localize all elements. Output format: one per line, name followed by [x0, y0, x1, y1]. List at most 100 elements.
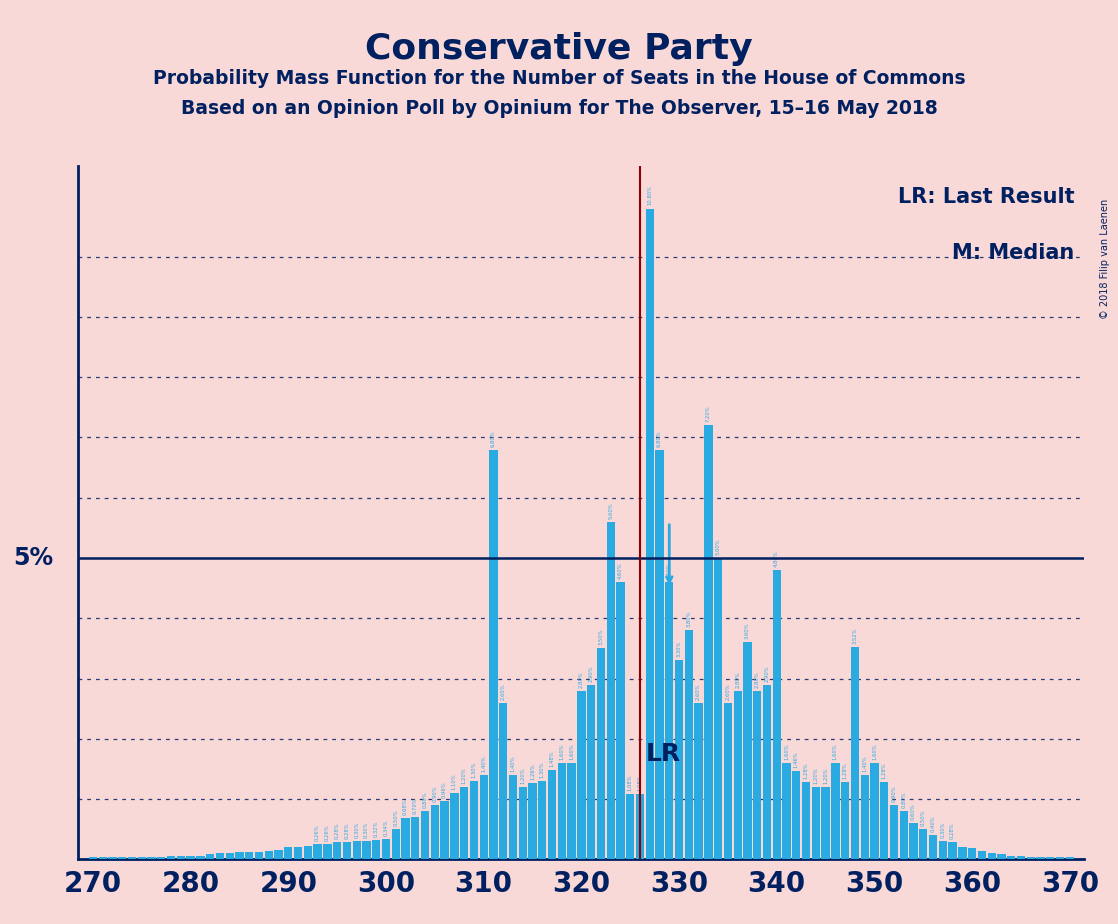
Bar	[597, 649, 605, 859]
Text: 1.20%: 1.20%	[823, 767, 828, 784]
Text: 1.60%: 1.60%	[833, 743, 837, 760]
Bar	[939, 841, 947, 859]
Bar	[265, 851, 273, 859]
Bar	[558, 763, 566, 859]
Bar	[274, 850, 283, 859]
Bar	[304, 846, 312, 859]
Text: 1.20%: 1.20%	[813, 767, 818, 784]
Bar	[1007, 856, 1015, 859]
Bar	[158, 857, 165, 859]
Text: 0.50%: 0.50%	[921, 809, 926, 826]
Text: 0.96%: 0.96%	[442, 782, 447, 798]
Bar	[793, 772, 800, 859]
Bar	[958, 847, 966, 859]
Text: 0.90%: 0.90%	[433, 785, 437, 802]
Bar	[675, 661, 683, 859]
Text: 3.50%: 3.50%	[598, 629, 604, 645]
Bar	[187, 856, 195, 859]
Text: 0.34%: 0.34%	[383, 820, 388, 836]
Text: 0.28%: 0.28%	[334, 822, 340, 839]
Text: 2.60%: 2.60%	[697, 683, 701, 699]
Bar	[851, 647, 859, 859]
Bar	[655, 450, 664, 859]
Text: 1.08%: 1.08%	[637, 774, 643, 791]
Text: 2.80%: 2.80%	[579, 671, 584, 687]
Bar	[538, 781, 547, 859]
Text: 1.40%: 1.40%	[481, 755, 486, 772]
Text: 2.90%: 2.90%	[589, 665, 594, 682]
Bar	[519, 787, 527, 859]
Bar	[177, 856, 184, 859]
Text: 1.26%: 1.26%	[530, 764, 536, 781]
Text: 0.60%: 0.60%	[911, 804, 916, 821]
Bar	[294, 847, 302, 859]
Text: Conservative Party: Conservative Party	[366, 32, 752, 67]
Text: 1.08%: 1.08%	[627, 774, 633, 791]
Bar	[235, 852, 244, 859]
Bar	[490, 450, 498, 859]
Bar	[1026, 857, 1035, 859]
Text: 10.80%: 10.80%	[647, 186, 652, 205]
Bar	[733, 690, 742, 859]
Text: LR: LR	[646, 742, 681, 766]
Bar	[616, 582, 625, 859]
Text: 1.60%: 1.60%	[872, 743, 877, 760]
Bar	[645, 209, 654, 859]
Text: 4.60%: 4.60%	[618, 563, 623, 579]
Bar	[987, 853, 996, 859]
Bar	[890, 805, 898, 859]
Text: 1.40%: 1.40%	[511, 755, 515, 772]
Text: 2.80%: 2.80%	[736, 671, 740, 687]
Bar	[216, 853, 224, 859]
Bar	[568, 763, 576, 859]
Text: 0.32%: 0.32%	[373, 821, 379, 837]
Bar	[352, 841, 361, 859]
Bar	[861, 775, 869, 859]
Bar	[831, 763, 840, 859]
Text: M: Median: M: Median	[953, 242, 1074, 262]
Text: 1.28%: 1.28%	[843, 762, 847, 779]
Bar	[704, 425, 712, 859]
Bar	[499, 702, 508, 859]
Bar	[900, 811, 908, 859]
Bar	[88, 857, 97, 859]
Bar	[822, 787, 830, 859]
Text: 1.28%: 1.28%	[804, 762, 808, 779]
Bar	[451, 793, 458, 859]
Bar	[802, 783, 811, 859]
Text: 2.60%: 2.60%	[726, 683, 730, 699]
Bar	[1016, 856, 1025, 859]
Bar	[743, 642, 751, 859]
Bar	[841, 783, 850, 859]
Bar	[626, 795, 634, 859]
Bar	[968, 848, 976, 859]
Text: 3.52%: 3.52%	[852, 627, 858, 644]
Bar	[470, 781, 479, 859]
Bar	[362, 841, 370, 859]
Bar	[440, 801, 448, 859]
Bar	[206, 855, 215, 859]
Bar	[1055, 857, 1064, 859]
Text: 0.70%: 0.70%	[413, 797, 418, 814]
Text: 4.60%: 4.60%	[666, 563, 672, 579]
Text: 2.80%: 2.80%	[755, 671, 760, 687]
Bar	[919, 829, 928, 859]
Text: 0.30%: 0.30%	[364, 821, 369, 838]
Bar	[127, 857, 136, 859]
Bar	[870, 763, 879, 859]
Bar	[587, 685, 595, 859]
Bar	[762, 685, 771, 859]
Text: 3.80%: 3.80%	[686, 611, 691, 627]
Text: 0.30%: 0.30%	[354, 821, 359, 838]
Bar	[480, 775, 487, 859]
Text: © 2018 Filip van Laenen: © 2018 Filip van Laenen	[1100, 199, 1110, 319]
Text: 6.80%: 6.80%	[491, 430, 496, 446]
Bar	[529, 784, 537, 859]
Bar	[694, 702, 703, 859]
Text: 0.68%: 0.68%	[402, 798, 408, 815]
Text: 1.40%: 1.40%	[862, 755, 868, 772]
Bar	[978, 851, 986, 859]
Bar	[108, 857, 116, 859]
Text: 6.80%: 6.80%	[657, 430, 662, 446]
Text: 0.26%: 0.26%	[325, 824, 330, 841]
